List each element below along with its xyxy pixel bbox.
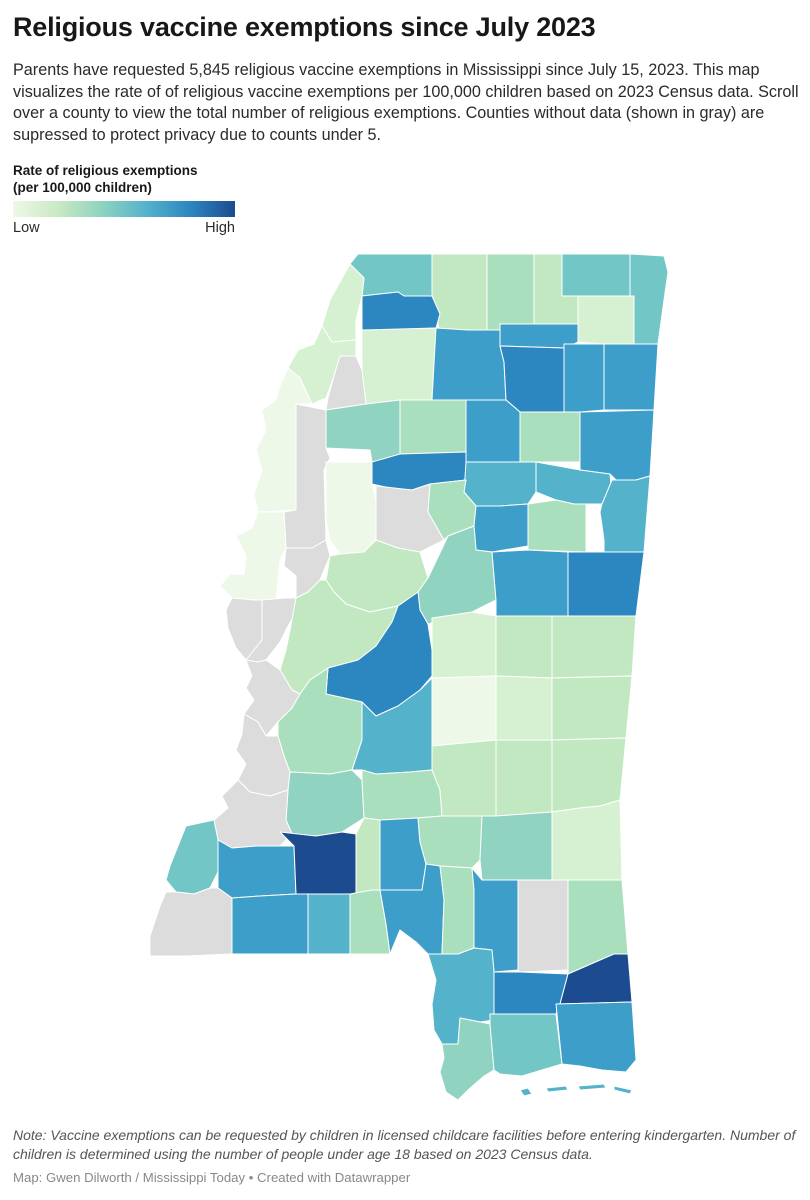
county-lamar[interactable] [439,865,475,955]
county-adams[interactable] [165,819,219,895]
county-alcorn[interactable] [561,253,631,297]
county-jones[interactable] [479,811,553,881]
county-leflore[interactable] [325,461,377,555]
source-credit: Map: Gwen Dilworth / Mississippi Today •… [13,1170,411,1185]
county-panola[interactable] [361,327,437,405]
county-webster[interactable] [463,461,537,507]
county-lawrence[interactable] [355,817,381,895]
county-sharkey[interactable] [245,597,297,663]
county-itawamba[interactable] [603,343,659,411]
county-kemper[interactable] [551,615,637,679]
county-pontotoc[interactable] [499,345,565,413]
county-scott[interactable] [431,675,497,747]
county-smith[interactable] [431,739,497,817]
county-lafayette[interactable] [431,327,507,401]
chart-description: Parents have requested 5,845 religious v… [13,61,799,144]
legend-high-label: High [205,220,235,236]
county-tunica[interactable] [321,263,365,343]
county-amite[interactable] [231,893,309,955]
county-carroll[interactable] [375,483,445,553]
county-tate[interactable] [361,291,441,331]
county-jackson[interactable] [555,1001,637,1073]
county-perry[interactable] [517,879,569,973]
island-ship [545,1085,569,1093]
county-layer [149,253,669,1101]
island-petit-bois [613,1085,633,1095]
county-covington[interactable] [417,815,483,869]
county-george[interactable] [559,953,633,1005]
island-horn [577,1083,607,1091]
county-leake[interactable] [431,611,497,679]
county-newton[interactable] [495,675,553,741]
county-lee[interactable] [563,343,605,413]
county-harrison[interactable] [489,1013,563,1077]
county-wayne[interactable] [551,799,623,881]
county-clarke[interactable] [551,737,627,813]
legend-title-line2: (per 100,000 children) [13,180,152,195]
county-benton[interactable] [486,253,535,331]
county-hancock[interactable] [439,1017,495,1101]
county-simpson[interactable] [361,769,443,821]
county-jasper[interactable] [495,739,553,817]
color-legend: Rate of religious exemptions (per 100,00… [13,162,238,240]
county-tishomingo[interactable] [629,253,669,345]
county-yalobusha[interactable] [399,399,467,455]
county-neshoba[interactable] [495,615,553,679]
county-noxubee[interactable] [567,551,645,617]
island-cat [519,1087,533,1097]
county-calhoun[interactable] [465,399,521,463]
county-choctaw[interactable] [473,503,529,553]
legend-gradient-bar [13,201,235,217]
legend-low-label: Low [13,220,40,236]
legend-title-line1: Rate of religious exemptions [13,163,198,178]
county-coahoma[interactable] [287,325,357,405]
county-chickasaw[interactable] [519,411,581,463]
county-wilkinson[interactable] [149,887,233,957]
footnote: Note: Vaccine exemptions can be requeste… [13,1127,796,1162]
county-tallahatchie[interactable] [325,399,401,463]
county-copiah[interactable] [285,769,365,837]
county-franklin[interactable] [217,839,297,899]
county-lauderdale[interactable] [551,675,633,741]
county-prentiss[interactable] [577,295,635,345]
county-marshall[interactable] [431,253,488,333]
county-washington[interactable] [219,511,287,601]
chart-title: Religious vaccine exemptions since July … [13,12,596,42]
county-pike[interactable] [307,893,351,955]
county-oktibbeha[interactable] [527,499,587,553]
county-winston[interactable] [491,549,569,617]
